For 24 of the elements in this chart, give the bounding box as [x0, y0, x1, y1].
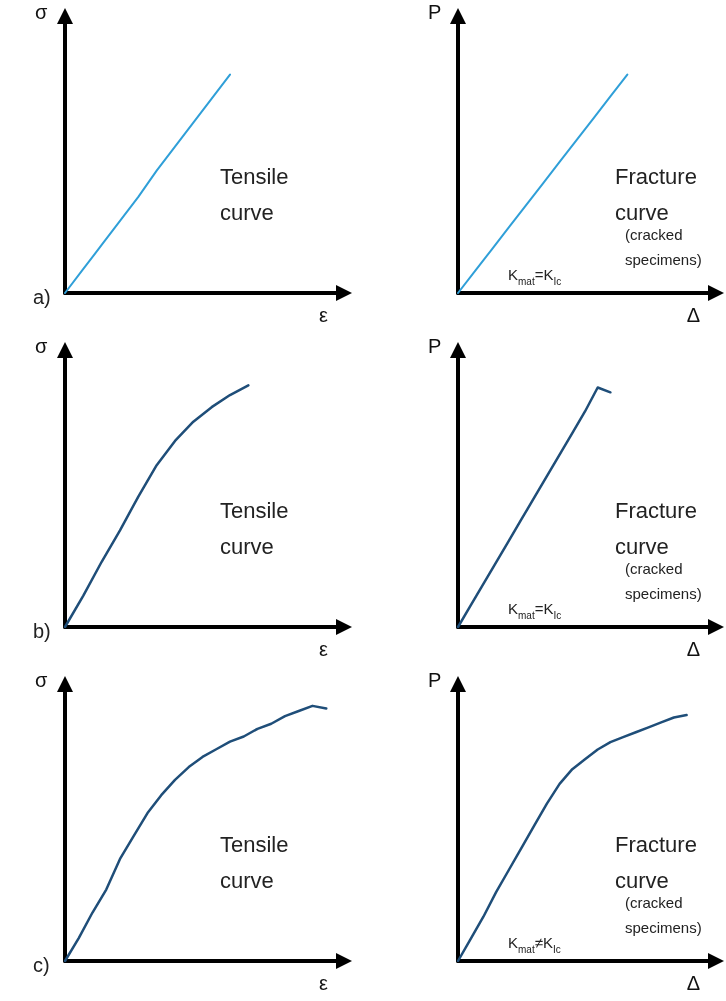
annotation: Fracture curve	[615, 497, 704, 559]
text: b)	[33, 619, 51, 642]
y-axis-title: σ	[35, 1, 48, 23]
annotation: Tensile curve	[220, 497, 295, 559]
x-axis-title: Δ	[686, 972, 700, 994]
annotation: Fracture curve	[615, 163, 704, 225]
annotation: Fracture curve	[615, 831, 704, 893]
annotation: Tensile curve	[220, 163, 295, 225]
y-axis-title: σ	[35, 335, 48, 357]
annotation: (cracked specimens)	[625, 225, 702, 268]
x-axis-title: ε	[319, 304, 329, 326]
annotation: (cracked specimens)	[625, 559, 702, 602]
text: c)	[33, 953, 50, 976]
y-axis-title: P	[428, 1, 442, 23]
x-axis-title: Δ	[686, 638, 700, 660]
y-axis-title: P	[428, 335, 442, 357]
annotation: Tensile curve	[220, 831, 295, 893]
y-axis-title: P	[428, 669, 442, 691]
x-axis-title: Δ	[686, 304, 700, 326]
y-axis-title: σ	[35, 669, 48, 691]
x-axis-title: ε	[319, 638, 329, 660]
x-axis-title: ε	[319, 972, 329, 994]
text: a)	[33, 285, 51, 308]
annotation: (cracked specimens)	[625, 893, 702, 936]
